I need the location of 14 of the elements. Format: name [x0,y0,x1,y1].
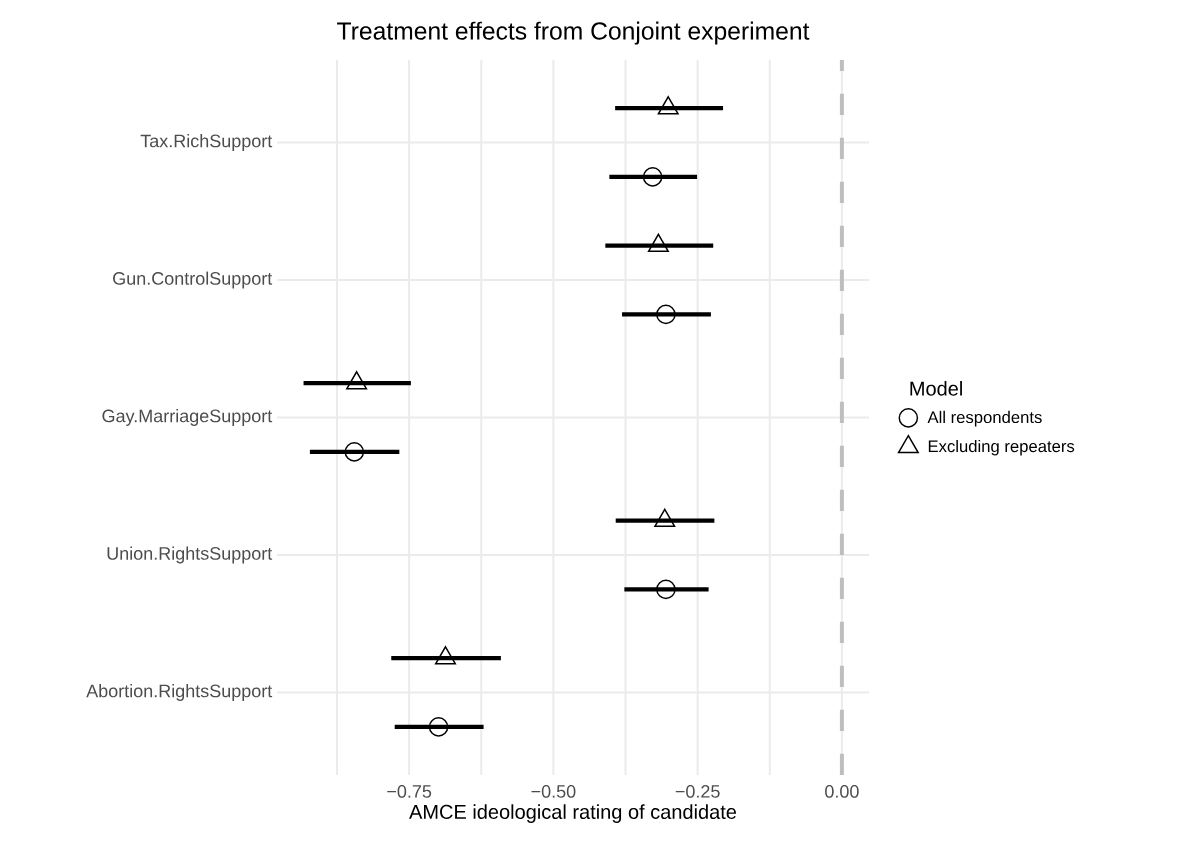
legend-label: Excluding repeaters [928,439,1075,456]
y-tick-label: Tax.RichSupport [140,134,273,151]
y-tick-label: Union.RightsSupport [107,546,273,564]
legend-title: Model [910,381,962,396]
x-axis-title: AMCE ideological rating of candidate [409,804,737,823]
x-tick-label: −0.50 [531,785,576,798]
y-tick-label: Gun.ControlSupport [113,271,273,289]
x-tick-label: 0.00 [825,785,859,798]
y-tick-label: Gay.MarriageSupport [102,409,273,426]
x-tick-label: −0.25 [675,785,720,798]
chart-title: Treatment effects from Conjoint experiment [337,21,810,45]
legend-label: All respondents [927,410,1042,427]
y-tick-label: Abortion.RightsSupport [86,684,273,701]
x-tick-label: −0.75 [387,785,432,798]
